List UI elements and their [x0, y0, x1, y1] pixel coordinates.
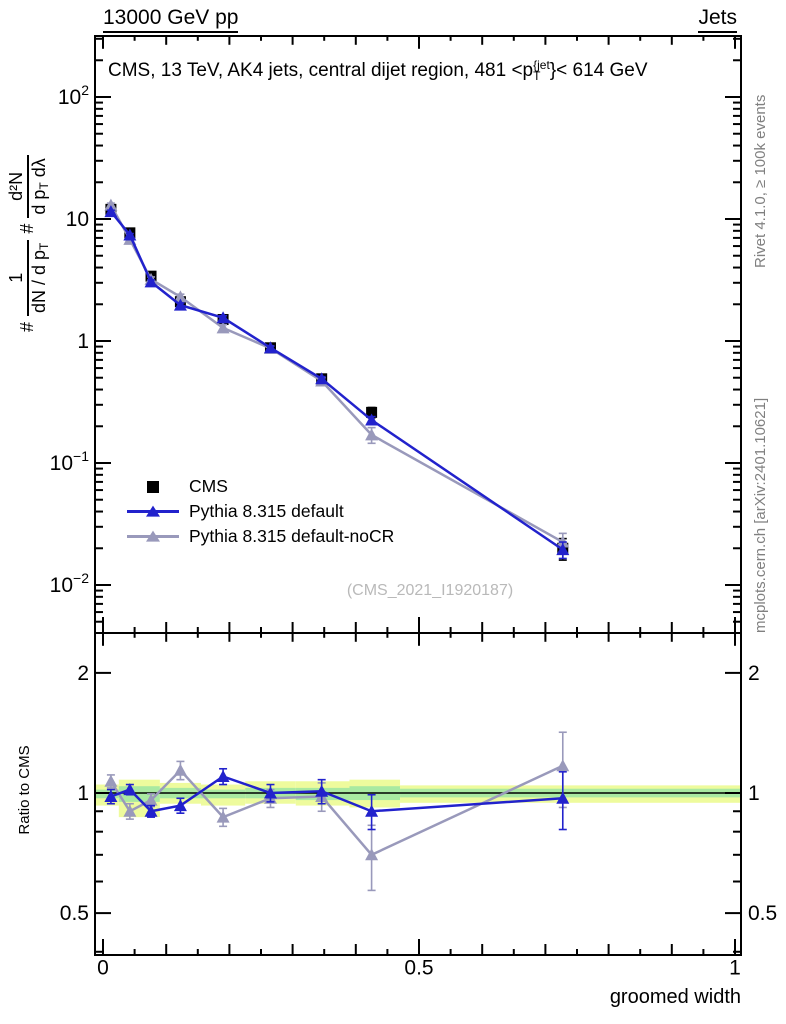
- mc-data-point: [104, 198, 118, 211]
- mc-data-point: [263, 341, 277, 354]
- beam-label: 13000 GeV pp: [103, 6, 239, 33]
- legend-item-cms: CMS: [125, 474, 394, 499]
- y-tick-label: 10−1: [50, 448, 90, 475]
- mc-data-point: [173, 763, 187, 776]
- legend: CMS Pythia 8.315 default Pythia 8.315 de…: [125, 474, 394, 549]
- mc-data-point: [144, 275, 158, 288]
- mc-data-point: [365, 413, 379, 426]
- ratio-y-tick-label: 1: [77, 782, 89, 805]
- mc-data-point: [315, 372, 329, 385]
- mc-data-point: [216, 810, 230, 823]
- y-tick-label: 10−2: [50, 570, 90, 597]
- pythia-nocr-marker-icon: [125, 530, 181, 542]
- mc-data-point: [104, 790, 118, 803]
- pt-sup-sub: {jet T: [533, 58, 550, 83]
- mc-data-point: [123, 228, 137, 241]
- analysis-watermark: (CMS_2021_I1920187): [346, 582, 514, 599]
- plot-title-text: CMS, 13 TeV, AK4 jets, central dijet reg…: [108, 60, 534, 82]
- mc-data-point: [365, 428, 379, 441]
- x-tick-label: 1: [729, 956, 741, 979]
- y-tick-label: 1: [77, 330, 89, 353]
- pythia-default-marker-icon: [125, 505, 181, 517]
- mc-data-point: [556, 791, 570, 804]
- mc-data-point: [144, 804, 158, 817]
- mc-data-point: [216, 769, 230, 782]
- mc-data-point: [315, 784, 329, 797]
- ratio-y-tick-label: 2: [77, 662, 89, 685]
- mc-data-point: [144, 793, 158, 806]
- mc-data-point: [556, 543, 570, 556]
- ratio-axis-label: Ratio to CMS: [16, 745, 33, 835]
- rivet-version-label: Rivet 4.1.0, ≥ 100k events: [752, 94, 769, 268]
- x-tick-label: 0.5: [404, 956, 433, 979]
- ratio-y-tick-label: 0.5: [60, 902, 89, 925]
- mc-data-point: [104, 774, 118, 787]
- mc-data-point: [365, 804, 379, 817]
- y-tick-label: 10: [66, 208, 89, 231]
- ratio-y-tick-label: 1: [748, 782, 760, 805]
- mc-data-point: [104, 205, 118, 218]
- y-tick-label: 102: [58, 82, 89, 109]
- cms-square-marker-icon: [125, 480, 181, 493]
- cms-data-point: [366, 406, 378, 418]
- mc-data-point: [173, 799, 187, 812]
- legend-item-pythia-nocr: Pythia 8.315 default-noCR: [125, 524, 394, 549]
- fraction-2: d²N d pT dλ: [6, 155, 51, 218]
- x-axis-label: groomed width: [609, 986, 741, 1008]
- mcplots-credit-label: mcplots.cern.ch [arXiv:2401.10621]: [752, 397, 769, 633]
- mc-data-point: [365, 848, 379, 861]
- plot-title: CMS, 13 TeV, AK4 jets, central dijet reg…: [108, 58, 648, 83]
- mc-data-point: [263, 786, 277, 799]
- x-tick-label: 0: [97, 956, 109, 979]
- mc-data-point: [216, 321, 230, 334]
- ratio-y-tick-label: 0.5: [748, 902, 777, 925]
- ratio-y-tick-label: 2: [748, 662, 760, 685]
- ratio-band-green: [200, 789, 246, 799]
- mc-data-point: [216, 311, 230, 324]
- fraction-1: 1 dN / d pT: [6, 239, 51, 316]
- legend-item-pythia-default: Pythia 8.315 default: [125, 499, 394, 524]
- mc-data-point: [173, 298, 187, 311]
- mc-data-point: [123, 783, 137, 796]
- mc-data-point: [123, 804, 137, 817]
- process-label: Jets: [698, 6, 737, 33]
- y-axis-label: #1 dN / d pT # d²N d pT dλ: [6, 22, 51, 332]
- mc-data-point: [556, 759, 570, 772]
- mc-data-point: [173, 290, 187, 303]
